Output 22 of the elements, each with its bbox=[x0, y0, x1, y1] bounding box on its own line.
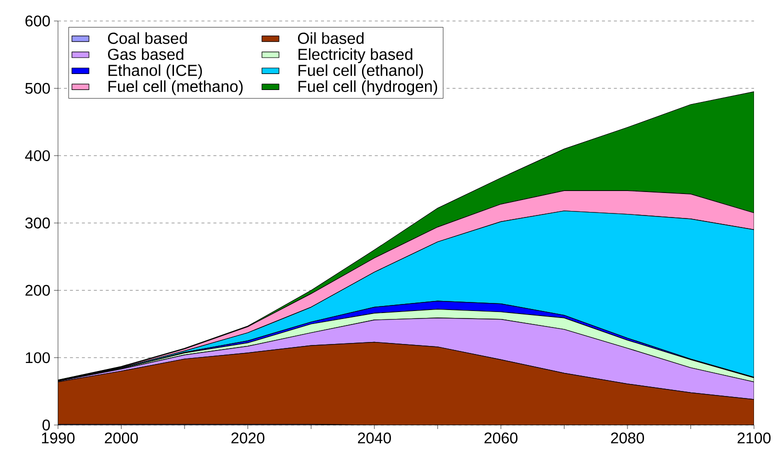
legend-label: Gas based bbox=[108, 48, 184, 60]
legend-label: Fuel cell (hydrogen) bbox=[298, 80, 438, 96]
y-tick-label: 500 bbox=[25, 82, 50, 94]
legend-label: Ethanol (ICE) bbox=[108, 64, 202, 80]
y-tick-label: 100 bbox=[26, 352, 50, 364]
y-tick-label: 200 bbox=[25, 284, 50, 296]
legend-label: Fuel cell (ethanol) bbox=[298, 64, 423, 80]
y-tick-label: 400 bbox=[25, 150, 50, 162]
y-tick-label: 0 bbox=[42, 420, 50, 430]
x-tick-label: 2040 bbox=[358, 432, 391, 444]
x-tick-label: 1990 bbox=[42, 432, 75, 444]
y-tick-label: 600 bbox=[25, 16, 50, 26]
x-tick-label: 2000 bbox=[104, 432, 138, 444]
x-tick-label: 2060 bbox=[484, 432, 518, 444]
legend-label: Oil based bbox=[298, 32, 364, 44]
legend-label: Fuel cell (methano) bbox=[108, 80, 243, 96]
legend-label: Electricity based bbox=[298, 48, 412, 64]
x-tick-label: 2020 bbox=[231, 432, 264, 444]
y-tick-label: 300 bbox=[25, 218, 50, 228]
x-tick-label: 2080 bbox=[611, 432, 644, 444]
x-tick-label: 2100 bbox=[738, 432, 771, 444]
legend-label: Coal based bbox=[108, 32, 187, 44]
